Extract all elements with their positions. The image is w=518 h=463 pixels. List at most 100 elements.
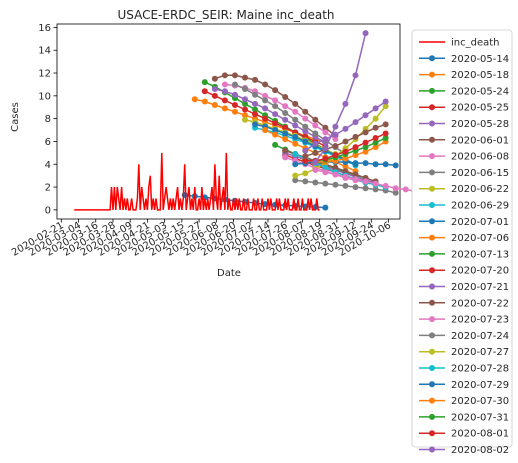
y-tick-label: 14 — [38, 46, 51, 57]
series-point — [312, 122, 319, 129]
legend-label: 2020-06-22 — [451, 184, 509, 195]
series-point — [392, 162, 399, 169]
y-axis-label: Cases — [10, 102, 21, 132]
legend-swatch-marker — [429, 185, 435, 192]
observed-line — [74, 152, 320, 211]
series-point — [352, 133, 359, 140]
legend-swatch-marker — [429, 136, 435, 143]
legend-swatch-marker — [429, 104, 435, 111]
series-point — [211, 92, 218, 99]
series-point — [362, 144, 369, 151]
series-point — [231, 91, 238, 98]
series-point — [292, 140, 299, 147]
series-point — [362, 112, 369, 119]
legend-swatch-marker — [429, 202, 435, 208]
series-point — [302, 178, 309, 185]
legend-label: 2020-07-29 — [451, 380, 509, 391]
y-tick-label: 0 — [45, 205, 51, 216]
series-point — [322, 204, 329, 211]
series-point — [342, 138, 349, 145]
series-point — [191, 96, 198, 103]
series-point — [221, 88, 228, 95]
series-point — [262, 115, 269, 122]
series-point — [302, 157, 309, 164]
legend: inc_death 2020-05-14 2020-05-18 2020-05-24 2… — [411, 29, 513, 463]
legend-swatch-marker — [429, 348, 435, 355]
series-point — [382, 98, 389, 105]
series-point — [292, 151, 299, 157]
series-point — [272, 131, 279, 138]
legend-label: 2020-07-20 — [451, 266, 509, 277]
series-point — [231, 108, 238, 115]
series-point — [242, 106, 249, 113]
legend-swatch-marker — [429, 153, 435, 160]
legend-label: 2020-07-01 — [451, 217, 509, 228]
series-point — [342, 182, 349, 189]
series-point — [292, 122, 299, 129]
series-point — [262, 81, 269, 88]
series-point — [302, 147, 309, 154]
series-point — [312, 140, 319, 147]
series-point — [342, 163, 349, 170]
series-point — [242, 112, 249, 119]
series-point — [231, 101, 238, 108]
series-point — [332, 181, 339, 188]
series-point — [372, 139, 379, 146]
legend-swatch-marker — [429, 446, 435, 453]
series-point — [382, 103, 389, 110]
legend-label: 2020-05-14 — [451, 54, 509, 65]
series-point — [272, 127, 279, 134]
legend-label: 2020-07-28 — [451, 364, 509, 375]
legend-label: 2020-07-06 — [451, 233, 509, 244]
legend-label: 2020-05-28 — [451, 119, 509, 130]
legend-swatch-marker — [429, 430, 435, 437]
series-point — [342, 168, 349, 175]
legend-label: 2020-07-30 — [451, 396, 509, 407]
series-point — [292, 172, 299, 179]
legend-swatch-marker — [429, 332, 435, 339]
series-point — [282, 136, 289, 143]
series-point — [302, 115, 309, 122]
series-point — [221, 72, 228, 79]
series-point — [322, 164, 329, 171]
series-point — [272, 141, 279, 148]
series-point — [372, 105, 379, 112]
series-point — [382, 121, 389, 128]
series-point — [352, 152, 359, 159]
series-point — [372, 135, 379, 142]
series-point — [402, 186, 409, 193]
series-point — [282, 154, 289, 161]
series-point — [282, 147, 289, 154]
series-point — [332, 171, 339, 178]
series-point — [352, 160, 359, 167]
legend-swatch-marker — [429, 120, 435, 127]
series-point — [352, 176, 359, 183]
series-point — [252, 111, 259, 118]
series-point — [272, 97, 279, 104]
legend-swatch-marker — [429, 218, 435, 225]
series-point — [382, 161, 389, 168]
y-tick-label: 2 — [45, 183, 51, 194]
series-point — [362, 160, 369, 167]
series-point — [372, 115, 379, 122]
series-point — [292, 116, 299, 123]
series-point — [302, 153, 309, 160]
legend-swatch-marker — [429, 169, 435, 176]
series-point — [332, 143, 339, 150]
legend-label: 2020-05-18 — [451, 70, 509, 81]
series-point — [292, 133, 299, 140]
series-point — [211, 101, 218, 108]
series-point — [352, 171, 359, 178]
series-point — [252, 100, 259, 107]
legend-label: 2020-07-24 — [451, 331, 509, 342]
legend-label: 2020-06-08 — [451, 152, 509, 163]
series-point — [201, 88, 208, 95]
legend-frame — [411, 29, 513, 448]
series-point — [282, 116, 289, 123]
series-point — [322, 136, 329, 143]
series-point — [231, 72, 238, 79]
plot-frame — [56, 23, 401, 220]
series-point — [272, 87, 279, 94]
series-point — [362, 129, 369, 136]
legend-swatch-marker — [429, 365, 435, 371]
